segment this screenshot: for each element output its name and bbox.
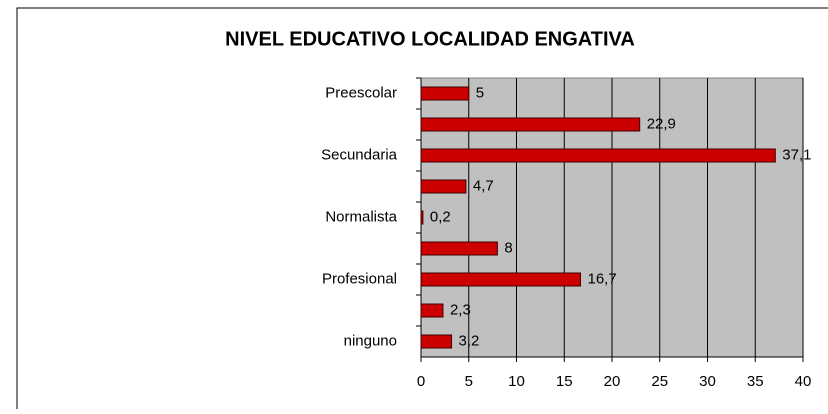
x-tick-label: 25: [651, 373, 668, 390]
y-tick-label: ninguno: [344, 332, 397, 349]
bar: [420, 86, 470, 101]
x-tick-label: 30: [699, 373, 716, 390]
y-tick-label: Normalista: [325, 208, 397, 225]
value-label: 2,3: [450, 301, 471, 318]
value-label: 5: [476, 84, 484, 101]
y-tick-label: Secundaria: [321, 146, 398, 163]
value-label: 8: [504, 239, 512, 256]
x-tick-label: 15: [556, 373, 573, 390]
value-label: 16,7: [587, 270, 616, 287]
y-tick-label: Profesional: [322, 270, 397, 287]
bar: [420, 241, 498, 256]
bar: [420, 334, 453, 349]
x-tick-label: 35: [747, 373, 764, 390]
value-label: 22,9: [647, 115, 676, 132]
chart-title: NIVEL EDUCATIVO LOCALIDAD ENGATIVA: [225, 28, 635, 50]
value-label: 0,2: [430, 208, 451, 225]
x-tick-label: 5: [465, 373, 473, 390]
bar: [420, 210, 424, 225]
value-label: 3,2: [459, 332, 480, 349]
bar: [420, 117, 641, 132]
value-label: 4,7: [473, 177, 494, 194]
value-label: 37,1: [782, 146, 811, 163]
x-tick-label: 0: [417, 373, 425, 390]
bar: [420, 179, 467, 194]
x-tick-label: 10: [508, 373, 525, 390]
x-tick-label: 40: [795, 373, 812, 390]
x-tick-label: 20: [604, 373, 621, 390]
bar: [420, 148, 776, 163]
bar: [420, 303, 444, 318]
bar: [420, 272, 581, 287]
y-tick-label: Preescolar: [325, 84, 397, 101]
